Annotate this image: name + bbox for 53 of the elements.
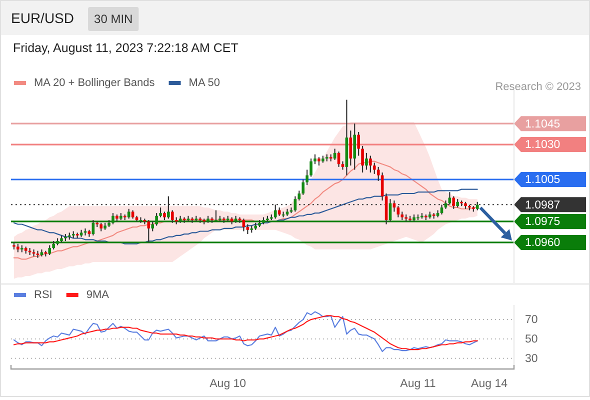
candlestick [294,196,297,212]
candlestick [353,123,356,170]
candlestick [242,218,246,232]
candlestick [32,248,36,257]
candlestick [151,220,154,232]
y-tick-label: 70 [525,314,538,326]
y-tick-label: 1.1030 [525,139,560,152]
y-tick-label: 1.0975 [525,216,560,228]
candlestick [112,212,114,225]
candlestick [376,166,380,182]
candlestick [361,145,364,174]
chart-title: EUR/USD [11,10,74,26]
candlestick [186,215,190,222]
candlestick [314,154,316,165]
candlestick [310,158,312,178]
candlestick [365,152,368,170]
legend-label: 9MA [86,289,110,301]
candlestick [127,208,130,220]
chart-subtitle: 30 MIN [94,12,133,26]
annotation: Research © 2023 [495,81,581,93]
y-tick-label: 1.1005 [525,174,560,186]
y-tick-label: 1.0960 [525,237,560,250]
candlestick [147,220,150,243]
x-tick-label: Aug 14 [471,378,508,390]
y-tick-label: 1.1045 [525,118,560,130]
legend-label: MA 50 [188,77,220,89]
candlestick [357,131,360,156]
candlestick [349,130,352,166]
x-tick-label: Aug 11 [400,378,436,390]
candlestick [214,210,218,222]
candlestick [302,178,305,196]
candlestick [171,210,174,224]
candlestick [369,155,372,174]
candlestick [182,216,186,224]
y-tick-label: 30 [525,352,538,365]
candlestick [306,169,308,186]
candlestick [139,216,142,224]
candlestick [246,224,250,235]
y-tick-label: 1.0987 [525,199,560,212]
candlestick [298,190,301,202]
legend-label: MA 20 + Bollinger Bands [34,77,156,89]
candlestick [452,196,456,210]
y-tick-label: 50 [525,334,538,346]
x-tick-label: Aug 10 [210,378,246,390]
legend-label: RSI [34,289,52,301]
candlestick [48,244,52,256]
candlestick [155,212,158,226]
candlestick [159,206,162,218]
candlestick [190,216,194,224]
candlestick [373,162,376,174]
text: Friday, August 11, 2023 7:22:18 AM CET [13,41,239,55]
candlestick [36,250,40,258]
candlestick [238,216,242,224]
